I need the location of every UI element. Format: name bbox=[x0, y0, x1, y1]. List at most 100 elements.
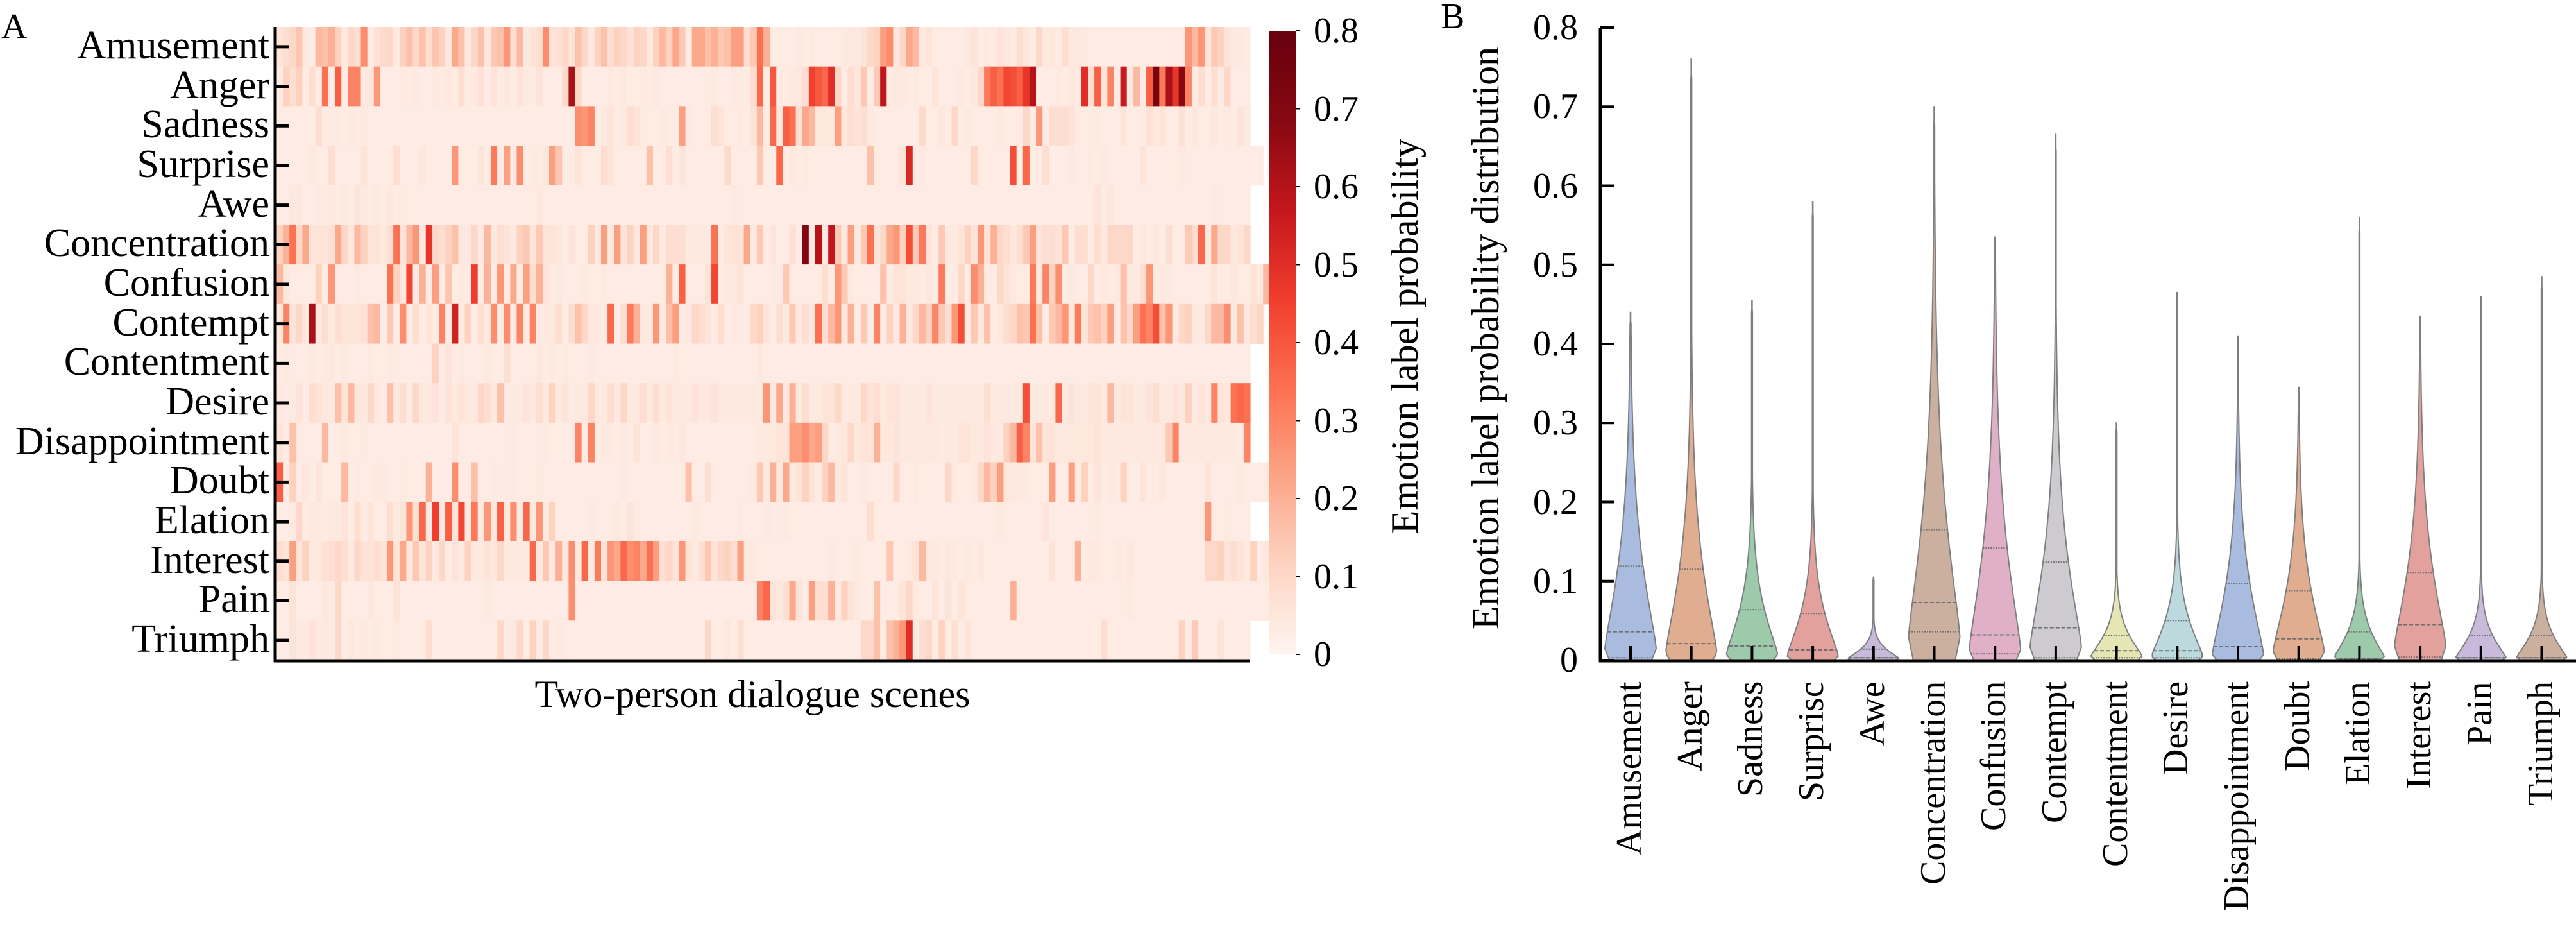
heatmap-cell bbox=[581, 383, 589, 423]
heatmap-cell bbox=[912, 225, 920, 265]
heatmap-cell bbox=[854, 581, 861, 621]
heatmap-cell bbox=[724, 383, 731, 423]
heatmap-cell bbox=[1159, 383, 1167, 423]
heatmap-cell bbox=[497, 225, 504, 265]
heatmap-cell bbox=[964, 66, 972, 107]
heatmap-cell bbox=[1224, 581, 1232, 621]
heatmap-cell bbox=[380, 502, 387, 542]
heatmap-cell bbox=[432, 541, 439, 582]
heatmap-cell bbox=[367, 383, 375, 423]
heatmap-cell bbox=[919, 27, 926, 67]
heatmap-cell bbox=[1016, 264, 1024, 305]
heatmap-cell bbox=[1049, 383, 1056, 423]
heatmap-cell bbox=[997, 303, 1004, 345]
heatmap-cell bbox=[880, 383, 887, 423]
heatmap-cell bbox=[854, 502, 861, 542]
heatmap-cell bbox=[951, 66, 959, 107]
heatmap-cell bbox=[341, 264, 348, 305]
heatmap-cell bbox=[1159, 185, 1167, 226]
heatmap-cell bbox=[672, 462, 680, 502]
heatmap-cell bbox=[1049, 620, 1056, 661]
heatmap-cell bbox=[912, 383, 920, 423]
heatmap-cell bbox=[1003, 502, 1011, 542]
heatmap-cell bbox=[731, 422, 738, 463]
heatmap-cell bbox=[549, 502, 556, 542]
heatmap-cell bbox=[835, 422, 842, 463]
heatmap-cell bbox=[412, 264, 420, 305]
heatmap-cell bbox=[640, 27, 647, 67]
heatmap-cell bbox=[899, 581, 907, 621]
heatmap-cell bbox=[1211, 620, 1218, 661]
heatmap-cell bbox=[614, 383, 621, 423]
heatmap-cell bbox=[984, 27, 991, 67]
heatmap-cell bbox=[1003, 146, 1011, 186]
heatmap-cell bbox=[1081, 185, 1089, 226]
heatmap-cell bbox=[737, 146, 745, 186]
heatmap-cell bbox=[711, 303, 718, 345]
heatmap-cell bbox=[860, 303, 868, 345]
heatmap-row-label: Surprise bbox=[137, 142, 269, 186]
heatmap-cell bbox=[1094, 225, 1101, 265]
heatmap-cell bbox=[1120, 146, 1128, 186]
heatmap-cell bbox=[594, 343, 602, 384]
heatmap-cell bbox=[822, 541, 829, 582]
heatmap-cell bbox=[367, 502, 375, 542]
heatmap-cell bbox=[718, 541, 725, 582]
heatmap-cell bbox=[679, 264, 686, 305]
heatmap-cell bbox=[691, 66, 699, 107]
heatmap-cell bbox=[425, 225, 433, 265]
heatmap-cell bbox=[1224, 106, 1232, 146]
heatmap-cell bbox=[523, 620, 530, 661]
heatmap-cell bbox=[1055, 106, 1063, 146]
heatmap-cell bbox=[497, 106, 504, 146]
heatmap-cell bbox=[880, 106, 887, 146]
heatmap-cell bbox=[731, 185, 738, 226]
heatmap-cell bbox=[1250, 146, 1257, 186]
heatmap-cell bbox=[737, 66, 745, 107]
heatmap-cell bbox=[970, 185, 978, 226]
heatmap-cell bbox=[1003, 541, 1011, 582]
heatmap-cell bbox=[335, 225, 342, 265]
heatmap-cell bbox=[932, 146, 939, 186]
heatmap-cell bbox=[1205, 422, 1212, 463]
heatmap-cell bbox=[776, 146, 783, 186]
heatmap-cell bbox=[497, 462, 504, 502]
heatmap-cell bbox=[874, 66, 881, 107]
heatmap-cell bbox=[607, 581, 614, 621]
heatmap-cell bbox=[970, 264, 978, 305]
heatmap-cell bbox=[1178, 27, 1186, 67]
heatmap-cell bbox=[926, 422, 933, 463]
heatmap-cell bbox=[1088, 146, 1095, 186]
heatmap-cell bbox=[335, 422, 342, 463]
heatmap-cell bbox=[549, 422, 556, 463]
heatmap-cell bbox=[802, 303, 809, 345]
heatmap-cell bbox=[1068, 581, 1076, 621]
heatmap-cell bbox=[756, 185, 764, 226]
heatmap-cell bbox=[555, 106, 563, 146]
heatmap-cell bbox=[477, 383, 485, 423]
heatmap-cell bbox=[581, 620, 589, 661]
heatmap-cell bbox=[562, 422, 569, 463]
heatmap-cell bbox=[555, 462, 563, 502]
heatmap-cell bbox=[763, 27, 770, 67]
heatmap-cell bbox=[724, 462, 731, 502]
heatmap-cell bbox=[1016, 303, 1024, 345]
heatmap-cell bbox=[439, 303, 446, 345]
heatmap-cell bbox=[1172, 264, 1180, 305]
heatmap-cell bbox=[510, 620, 518, 661]
heatmap-cell bbox=[1016, 343, 1024, 384]
heatmap-cell bbox=[1139, 106, 1147, 146]
heatmap-cell bbox=[607, 27, 614, 67]
heatmap-cell bbox=[854, 146, 861, 186]
heatmap-cell bbox=[289, 541, 296, 582]
heatmap-cell bbox=[627, 502, 634, 542]
heatmap-cell bbox=[1003, 264, 1011, 305]
heatmap-cell bbox=[854, 106, 861, 146]
heatmap-cell bbox=[289, 462, 296, 502]
heatmap-cell bbox=[504, 264, 511, 305]
heatmap-cell bbox=[958, 225, 965, 265]
heatmap-cell bbox=[1185, 502, 1192, 542]
heatmap-cell bbox=[880, 581, 887, 621]
heatmap-cell bbox=[504, 541, 511, 582]
heatmap-cell bbox=[406, 225, 414, 265]
